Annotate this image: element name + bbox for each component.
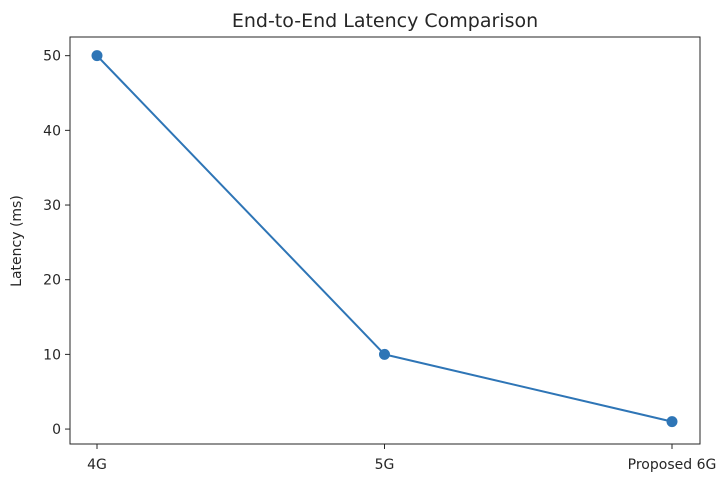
y-axis: 0 10 20 30 40 50 xyxy=(43,49,70,438)
chart-title: End-to-End Latency Comparison xyxy=(232,10,538,32)
data-point xyxy=(91,50,103,62)
data-point xyxy=(666,416,678,428)
x-tick-label: Proposed 6G xyxy=(628,457,717,473)
series-layer xyxy=(91,50,678,428)
data-point xyxy=(379,348,390,360)
x-axis: 4G 5G Proposed 6G xyxy=(87,444,716,473)
plot-area-frame xyxy=(69,36,701,445)
x-tick-label: 5G xyxy=(375,457,395,473)
series-line xyxy=(96,54,673,423)
y-tick-label: 0 xyxy=(52,422,61,438)
y-tick-label: 20 xyxy=(43,273,61,289)
y-axis-label: Latency (ms) xyxy=(9,195,25,287)
y-tick-label: 50 xyxy=(43,49,61,65)
x-tick-label: 4G xyxy=(87,457,107,473)
y-tick-label: 10 xyxy=(43,347,61,363)
y-tick-label: 40 xyxy=(43,123,61,139)
y-tick-label: 30 xyxy=(43,198,61,214)
